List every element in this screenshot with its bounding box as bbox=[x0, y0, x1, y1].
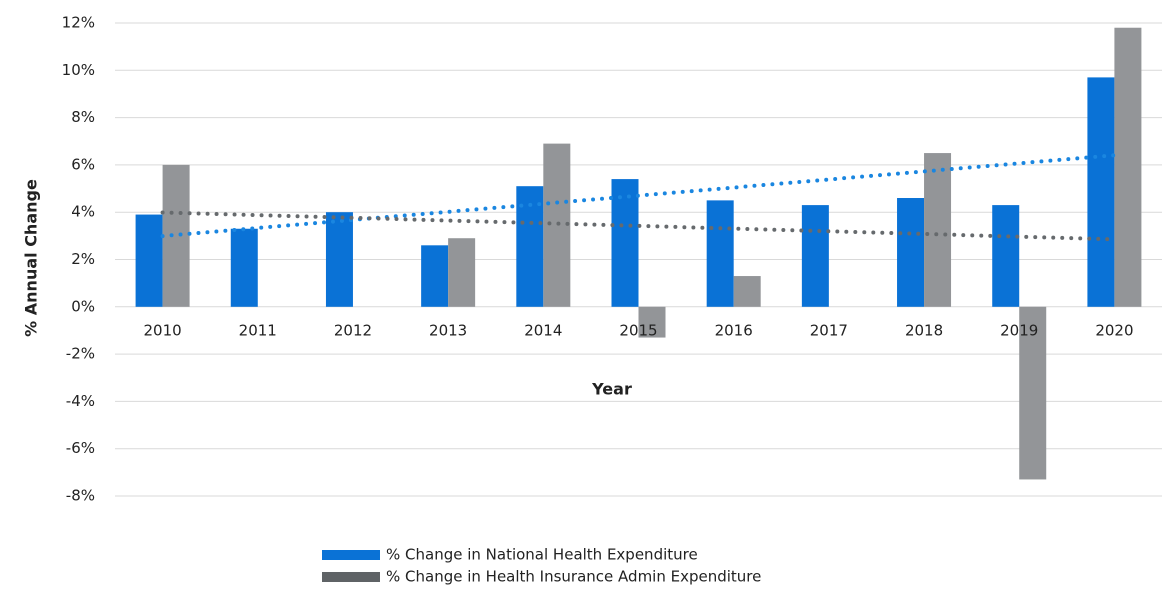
bar bbox=[448, 238, 476, 307]
bar bbox=[611, 179, 639, 307]
x-tick-label: 2018 bbox=[905, 321, 943, 339]
bar bbox=[543, 143, 571, 307]
y-tick-label: 12% bbox=[62, 14, 95, 32]
bar bbox=[801, 205, 829, 307]
x-tick-label: 2015 bbox=[619, 321, 657, 339]
y-tick-label: 10% bbox=[62, 61, 95, 79]
bar bbox=[706, 200, 734, 307]
x-tick-label: 2011 bbox=[239, 321, 277, 339]
trendline bbox=[160, 153, 1117, 239]
x-tick-label: 2010 bbox=[143, 321, 181, 339]
x-tick-label: 2016 bbox=[715, 321, 753, 339]
y-tick-label: 6% bbox=[71, 155, 95, 173]
bar bbox=[325, 212, 353, 307]
y-tick-label: 2% bbox=[71, 250, 95, 268]
bar bbox=[1019, 306, 1047, 480]
legend-swatch bbox=[322, 550, 380, 560]
bar bbox=[1114, 27, 1142, 307]
bar bbox=[897, 198, 925, 307]
y-tick-label: 4% bbox=[71, 203, 95, 221]
bar bbox=[924, 153, 952, 307]
legend-label: % Change in National Health Expenditure bbox=[386, 546, 698, 564]
bar bbox=[638, 306, 666, 338]
x-tick-label: 2012 bbox=[334, 321, 372, 339]
x-tick-label: 2019 bbox=[1000, 321, 1038, 339]
bar bbox=[733, 276, 761, 307]
y-tick-label: -6% bbox=[66, 439, 95, 457]
bar bbox=[421, 245, 449, 307]
y-tick-label: 0% bbox=[71, 297, 95, 315]
y-tick-label: 8% bbox=[71, 108, 95, 126]
bar bbox=[135, 214, 163, 307]
bar bbox=[162, 164, 190, 307]
bar bbox=[992, 205, 1020, 307]
legend-label: % Change in Health Insurance Admin Expen… bbox=[386, 568, 761, 586]
x-tick-label: 2017 bbox=[810, 321, 848, 339]
x-tick-label: 2020 bbox=[1095, 321, 1133, 339]
bar bbox=[1087, 77, 1115, 307]
y-tick-label: -2% bbox=[66, 345, 95, 363]
y-axis-label: % Annual Change bbox=[22, 179, 41, 337]
y-tick-label: -4% bbox=[66, 392, 95, 410]
y-tick-label: -8% bbox=[66, 487, 95, 505]
legend-swatch bbox=[322, 572, 380, 582]
trendline bbox=[160, 210, 1117, 242]
bar bbox=[230, 228, 258, 307]
x-tick-label: 2014 bbox=[524, 321, 562, 339]
x-tick-label: 2013 bbox=[429, 321, 467, 339]
x-axis-label: Year bbox=[591, 380, 632, 399]
